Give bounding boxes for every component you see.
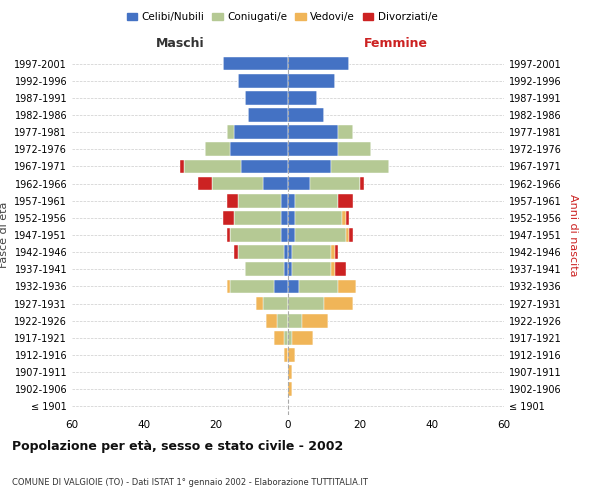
Bar xyxy=(338,194,353,207)
Bar xyxy=(288,142,338,156)
Bar xyxy=(292,246,331,259)
Text: COMUNE DI VALGIOIE (TO) - Dati ISTAT 1° gennaio 2002 - Elaborazione TUTTITALIA.I: COMUNE DI VALGIOIE (TO) - Dati ISTAT 1° … xyxy=(12,478,368,487)
Bar xyxy=(284,348,288,362)
Bar xyxy=(284,246,288,259)
Bar xyxy=(288,211,295,224)
Bar xyxy=(227,126,234,139)
Bar xyxy=(299,280,338,293)
Text: Popolazione per età, sesso e stato civile - 2002: Popolazione per età, sesso e stato civil… xyxy=(12,440,343,453)
Bar xyxy=(288,108,324,122)
Bar xyxy=(263,176,288,190)
Bar xyxy=(292,262,331,276)
Bar xyxy=(223,56,288,70)
Bar xyxy=(288,262,292,276)
Bar xyxy=(263,296,288,310)
Bar xyxy=(284,262,288,276)
Bar xyxy=(288,348,295,362)
Bar xyxy=(180,160,184,173)
Text: Femmine: Femmine xyxy=(364,37,428,50)
Bar xyxy=(184,160,241,173)
Bar xyxy=(342,211,346,224)
Bar xyxy=(310,176,360,190)
Bar xyxy=(256,296,263,310)
Bar xyxy=(227,228,230,242)
Bar xyxy=(288,228,295,242)
Bar xyxy=(274,331,284,344)
Bar xyxy=(288,91,317,104)
Bar xyxy=(360,176,364,190)
Bar xyxy=(234,126,288,139)
Bar xyxy=(295,228,346,242)
Bar xyxy=(331,246,335,259)
Bar xyxy=(288,366,292,379)
Bar xyxy=(288,126,338,139)
Bar xyxy=(346,228,349,242)
Bar xyxy=(302,314,328,328)
Bar xyxy=(284,331,288,344)
Bar xyxy=(245,262,284,276)
Bar xyxy=(288,314,302,328)
Bar xyxy=(335,246,338,259)
Bar xyxy=(288,246,292,259)
Bar xyxy=(234,211,281,224)
Bar xyxy=(212,176,263,190)
Bar xyxy=(281,194,288,207)
Bar xyxy=(288,160,331,173)
Bar xyxy=(238,246,284,259)
Bar xyxy=(288,280,299,293)
Y-axis label: Anni di nascita: Anni di nascita xyxy=(568,194,578,276)
Bar xyxy=(274,280,288,293)
Bar xyxy=(288,382,292,396)
Bar xyxy=(277,314,288,328)
Bar xyxy=(248,108,288,122)
Legend: Celibi/Nubili, Coniugati/e, Vedovi/e, Divorziati/e: Celibi/Nubili, Coniugati/e, Vedovi/e, Di… xyxy=(122,8,442,26)
Bar xyxy=(338,280,356,293)
Bar xyxy=(288,296,324,310)
Bar xyxy=(331,160,389,173)
Bar xyxy=(338,142,371,156)
Bar xyxy=(288,74,335,88)
Bar xyxy=(288,194,295,207)
Bar xyxy=(230,142,288,156)
Bar xyxy=(331,262,335,276)
Text: Maschi: Maschi xyxy=(155,37,205,50)
Bar xyxy=(238,74,288,88)
Bar xyxy=(292,331,313,344)
Bar xyxy=(288,331,292,344)
Bar xyxy=(281,228,288,242)
Bar xyxy=(288,176,310,190)
Bar xyxy=(349,228,353,242)
Bar xyxy=(335,262,346,276)
Bar xyxy=(198,176,212,190)
Bar xyxy=(288,56,349,70)
Bar xyxy=(324,296,353,310)
Bar xyxy=(230,280,274,293)
Bar xyxy=(295,194,338,207)
Bar xyxy=(295,211,342,224)
Bar xyxy=(241,160,288,173)
Bar xyxy=(227,194,238,207)
Y-axis label: Fasce di età: Fasce di età xyxy=(0,202,9,268)
Bar xyxy=(205,142,230,156)
Bar xyxy=(245,91,288,104)
Bar xyxy=(346,211,349,224)
Bar xyxy=(338,126,353,139)
Bar xyxy=(223,211,234,224)
Bar xyxy=(266,314,277,328)
Bar xyxy=(227,280,230,293)
Bar xyxy=(230,228,281,242)
Bar xyxy=(238,194,281,207)
Bar xyxy=(234,246,238,259)
Bar xyxy=(281,211,288,224)
